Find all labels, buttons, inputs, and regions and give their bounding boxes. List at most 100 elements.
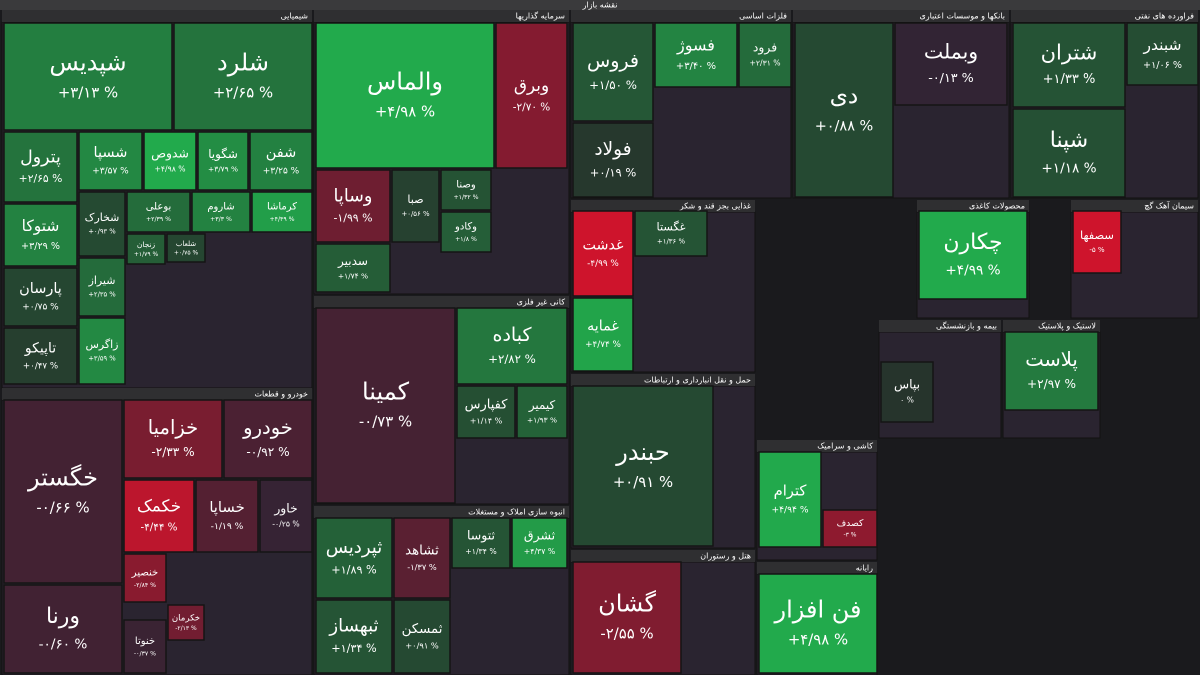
tile	[456, 385, 516, 439]
tile-change: +۱/۸۹ %	[331, 564, 377, 577]
tile-change: +۱/۳۶ %	[657, 237, 686, 245]
tile-name: خنوتا	[135, 636, 155, 647]
sector-name: کانی غیر فلزی	[517, 298, 566, 307]
tile-change: +۲/۳۹ %	[146, 216, 171, 223]
tile	[3, 131, 78, 203]
tile-name: خساپا	[209, 499, 244, 516]
tile-change: -۳ %	[844, 531, 857, 538]
tile-change: -۱/۳۷ %	[407, 562, 437, 572]
tile-change: -۰/۷۳ %	[359, 412, 412, 430]
tile-name: دی	[830, 82, 859, 110]
tile-change: -۴/۹۹ %	[587, 259, 619, 269]
tile-change: -۰/۲۵ %	[272, 520, 299, 529]
tile	[123, 399, 223, 479]
tile-change: +۱/۸ %	[455, 236, 477, 243]
tile	[516, 385, 568, 439]
sector-header	[1011, 10, 1198, 22]
tile-change: +۱/۵۰ %	[589, 78, 637, 92]
tile-name: خزامیا	[148, 416, 199, 439]
tile	[495, 22, 568, 169]
tile-name: کیمیر	[528, 398, 556, 413]
tile-change: +۰/۸۸ %	[815, 118, 874, 134]
tile-change: +۱/۱۴ %	[470, 417, 503, 426]
tile-name: شیراز	[88, 274, 116, 287]
tile-change: +۳/۴۰ %	[676, 61, 716, 72]
tile-name: شبندر	[1143, 36, 1182, 54]
tile	[758, 451, 822, 548]
tile-name: شسپا	[94, 145, 128, 161]
tile-name: خنصیر	[131, 568, 158, 579]
tile	[393, 517, 451, 599]
tile-change: +۲/۸۲ %	[488, 352, 536, 366]
tile-change: +۲/۹۷ %	[1027, 377, 1076, 391]
tile-name: ثبهساز	[328, 616, 378, 637]
tile-name: زاگرس	[86, 338, 119, 351]
tile-name: سدبیر	[337, 254, 368, 269]
sector-header	[314, 296, 569, 308]
tile-name: ثمسکن	[402, 622, 443, 637]
tile-change: -۲/۷۰ %	[513, 101, 551, 113]
tile-change: -۱/۹۹ %	[333, 211, 372, 224]
tile	[126, 233, 166, 265]
tile-name: غدشت	[583, 238, 624, 254]
tile	[315, 307, 456, 504]
tile-name: شتوکا	[22, 217, 60, 235]
sector-name: فلزات اساسی	[739, 12, 787, 21]
tile-name: پترول	[20, 147, 61, 167]
sector-header	[2, 10, 312, 22]
tile-name: شتران	[1041, 40, 1098, 64]
tile-change: -۰/۹۲ %	[246, 445, 289, 459]
tile	[440, 211, 492, 253]
tile-name: شخارک	[85, 211, 120, 224]
tile-change: +۱/۰۶ %	[1143, 60, 1182, 71]
sector-header	[1003, 320, 1100, 332]
tile	[126, 191, 191, 233]
tile-change: +۰/۹۱ %	[613, 473, 673, 491]
sector-header	[571, 550, 755, 562]
tile-change: -۲/۱۳ %	[175, 625, 197, 632]
tile	[191, 191, 251, 233]
sector-header	[571, 10, 791, 22]
tile-name: بپاس	[894, 378, 920, 393]
tile	[123, 553, 167, 603]
tile-name: کترام	[774, 482, 808, 499]
sector-header	[571, 200, 755, 212]
tile	[315, 517, 393, 599]
tile	[634, 210, 708, 257]
tile-change: +۰/۹۱ %	[405, 640, 439, 650]
tile	[880, 361, 934, 423]
tile	[894, 22, 1008, 106]
tile-name: کفپارس	[465, 397, 509, 412]
tile-change: +۲/۳۵ %	[88, 291, 116, 299]
sector-name: حمل و نقل انبارداری و ارتباطات	[644, 376, 751, 385]
tile-change: +۲/۳۱ %	[749, 59, 780, 68]
tile-name: گشان	[598, 589, 656, 617]
sector-name: شیمیایی	[281, 12, 309, 21]
tile-change: +۴/۳۷ %	[524, 547, 555, 556]
tile-change: +۳/۲۵ %	[263, 167, 300, 177]
tile	[78, 257, 126, 317]
tile-change: -۵ %	[1089, 245, 1105, 254]
tile	[315, 22, 495, 169]
tile-change: +۴/۹۸ %	[154, 165, 185, 174]
tile	[3, 399, 123, 584]
sector-name: سرمایه گذاریها	[516, 11, 566, 21]
tile-name: پلاست	[1025, 348, 1078, 371]
tile	[572, 122, 654, 198]
tile	[315, 599, 393, 674]
tile	[78, 191, 126, 257]
tile-change: +۴/۹۸ %	[375, 102, 435, 120]
tile	[78, 317, 126, 385]
sector-header	[314, 10, 569, 22]
tile-change: +۰/۹۳ %	[88, 228, 116, 236]
tile-name: بوعلی	[146, 202, 172, 213]
tile	[3, 584, 123, 674]
tile-name: حبندر	[615, 438, 670, 466]
tile-name: غمایه	[587, 319, 619, 335]
tile-name: زنجان	[137, 240, 156, 249]
sector-header	[571, 374, 755, 386]
tile	[440, 169, 492, 211]
tile	[572, 22, 654, 122]
tile	[391, 169, 440, 243]
tile-change: +۴/۹۹ %	[945, 262, 1000, 278]
